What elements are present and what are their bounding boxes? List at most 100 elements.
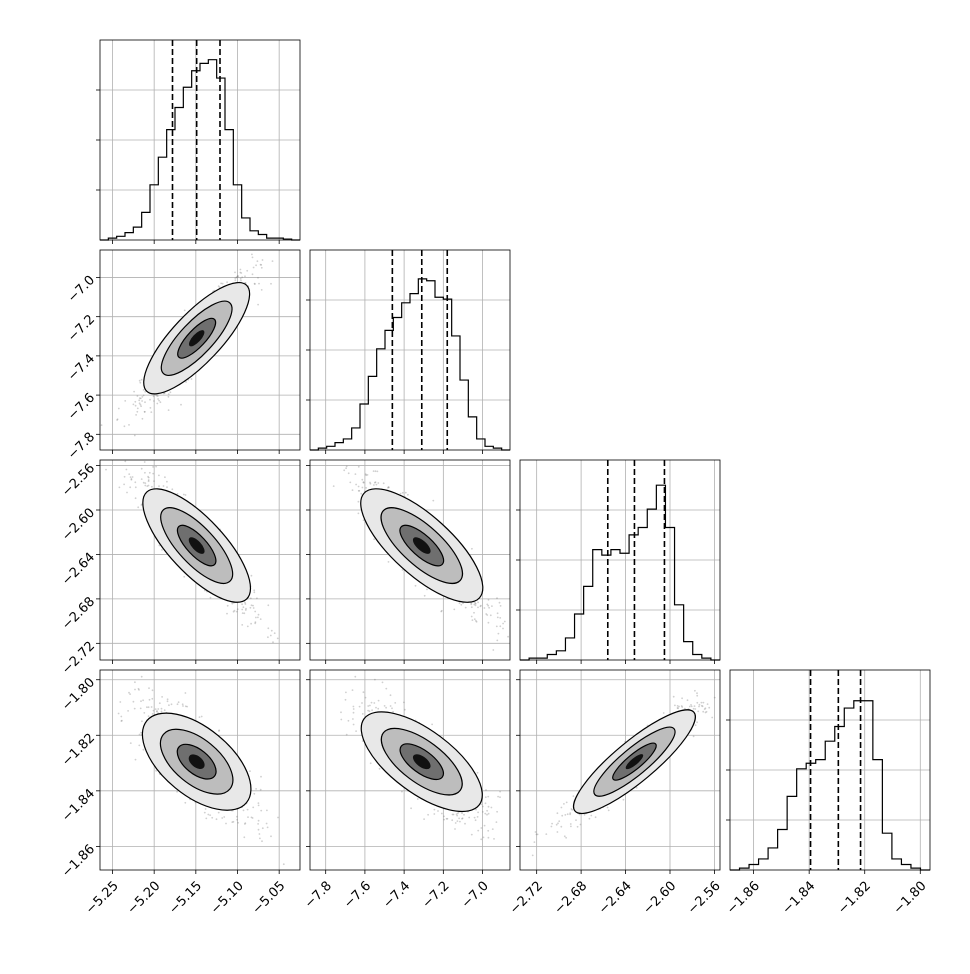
scatter-panel-1-0: −7.8−7.6−7.4−7.2−7.0 xyxy=(65,250,300,463)
sample-point xyxy=(345,467,347,469)
sample-point xyxy=(477,830,479,832)
sample-point xyxy=(152,473,154,475)
sample-point xyxy=(358,486,360,488)
sample-point xyxy=(382,682,384,684)
sample-point xyxy=(262,827,264,829)
sample-point xyxy=(105,469,107,471)
sample-point xyxy=(499,791,501,793)
sample-point xyxy=(260,618,262,620)
sample-point xyxy=(340,711,342,713)
sample-point xyxy=(259,838,261,840)
sample-point xyxy=(500,605,502,607)
sample-point xyxy=(216,818,218,820)
sample-point xyxy=(556,824,558,826)
sample-point xyxy=(128,692,130,694)
sample-point xyxy=(375,470,377,472)
sample-point xyxy=(355,730,357,732)
sample-point xyxy=(471,606,473,608)
sample-point xyxy=(490,614,492,616)
sample-point xyxy=(254,611,256,613)
sample-point xyxy=(455,822,457,824)
sample-point xyxy=(140,708,142,710)
sample-point xyxy=(142,699,144,701)
sample-point xyxy=(383,482,385,484)
sample-point xyxy=(144,411,146,413)
sample-point xyxy=(130,476,132,478)
sample-point xyxy=(255,264,257,266)
sample-point xyxy=(407,494,409,496)
sample-point xyxy=(143,482,145,484)
scatter-panel-3-2: −2.72−2.68−2.64−2.60−2.56 xyxy=(507,670,724,917)
sample-point xyxy=(207,814,209,816)
sample-point xyxy=(488,599,490,601)
sample-point xyxy=(209,814,211,816)
sample-point xyxy=(161,696,163,698)
sample-point xyxy=(166,481,168,483)
sample-point xyxy=(353,706,355,708)
sample-point xyxy=(355,473,357,475)
sample-point xyxy=(135,759,137,761)
sample-point xyxy=(234,279,236,281)
sample-point xyxy=(349,482,351,484)
sample-point xyxy=(247,626,249,628)
sample-point xyxy=(502,623,504,625)
sample-point xyxy=(225,823,227,825)
x-tick-label: −5.25 xyxy=(83,879,122,918)
y-tick-label: −1.86 xyxy=(59,842,98,881)
x-tick-label: −7.4 xyxy=(380,879,413,912)
sample-point xyxy=(101,424,103,426)
sample-point xyxy=(497,617,499,619)
sample-point xyxy=(247,816,249,818)
sample-point xyxy=(183,494,185,496)
sample-point xyxy=(258,829,260,831)
sample-point xyxy=(182,705,184,707)
sample-point xyxy=(266,810,268,812)
scatter-panel-2-0: −2.72−2.68−2.64−2.60−2.56 xyxy=(59,460,300,678)
sample-point xyxy=(496,597,498,599)
sample-point xyxy=(456,813,458,815)
sample-point xyxy=(168,393,170,395)
sample-point xyxy=(128,424,130,426)
y-tick-label: −7.0 xyxy=(65,273,98,306)
sample-point xyxy=(241,276,243,278)
sample-point xyxy=(415,585,417,587)
sample-point xyxy=(259,833,261,835)
sample-point xyxy=(129,693,131,695)
sample-point xyxy=(247,809,249,811)
sample-point xyxy=(158,485,160,487)
sample-point xyxy=(168,396,170,398)
sample-point xyxy=(492,649,494,651)
sample-point xyxy=(365,473,367,475)
sample-point xyxy=(345,692,347,694)
y-tick-label: −2.64 xyxy=(59,550,98,589)
sample-point xyxy=(139,402,141,404)
sample-point xyxy=(221,817,223,819)
sample-point xyxy=(191,378,193,380)
sample-point xyxy=(163,485,165,487)
sample-point xyxy=(120,716,122,718)
sample-point xyxy=(388,561,390,563)
sample-point xyxy=(241,603,243,605)
sample-point xyxy=(358,466,360,468)
sample-point xyxy=(144,485,146,487)
sample-point xyxy=(168,409,170,411)
sample-point xyxy=(369,705,371,707)
sample-point xyxy=(277,817,279,819)
sample-point xyxy=(488,806,490,808)
sample-point xyxy=(136,411,138,413)
sample-point xyxy=(590,815,592,817)
sample-point xyxy=(497,612,499,614)
sample-point xyxy=(358,513,360,515)
sample-point xyxy=(459,821,461,823)
sample-point xyxy=(252,817,254,819)
sample-point xyxy=(348,720,350,722)
x-tick-label: −5.20 xyxy=(125,879,164,918)
sample-point xyxy=(333,485,335,487)
sample-point xyxy=(257,823,259,825)
histogram-panel-1 xyxy=(306,250,510,454)
sample-point xyxy=(355,484,357,486)
sample-point xyxy=(461,812,463,814)
sample-point xyxy=(258,283,260,285)
